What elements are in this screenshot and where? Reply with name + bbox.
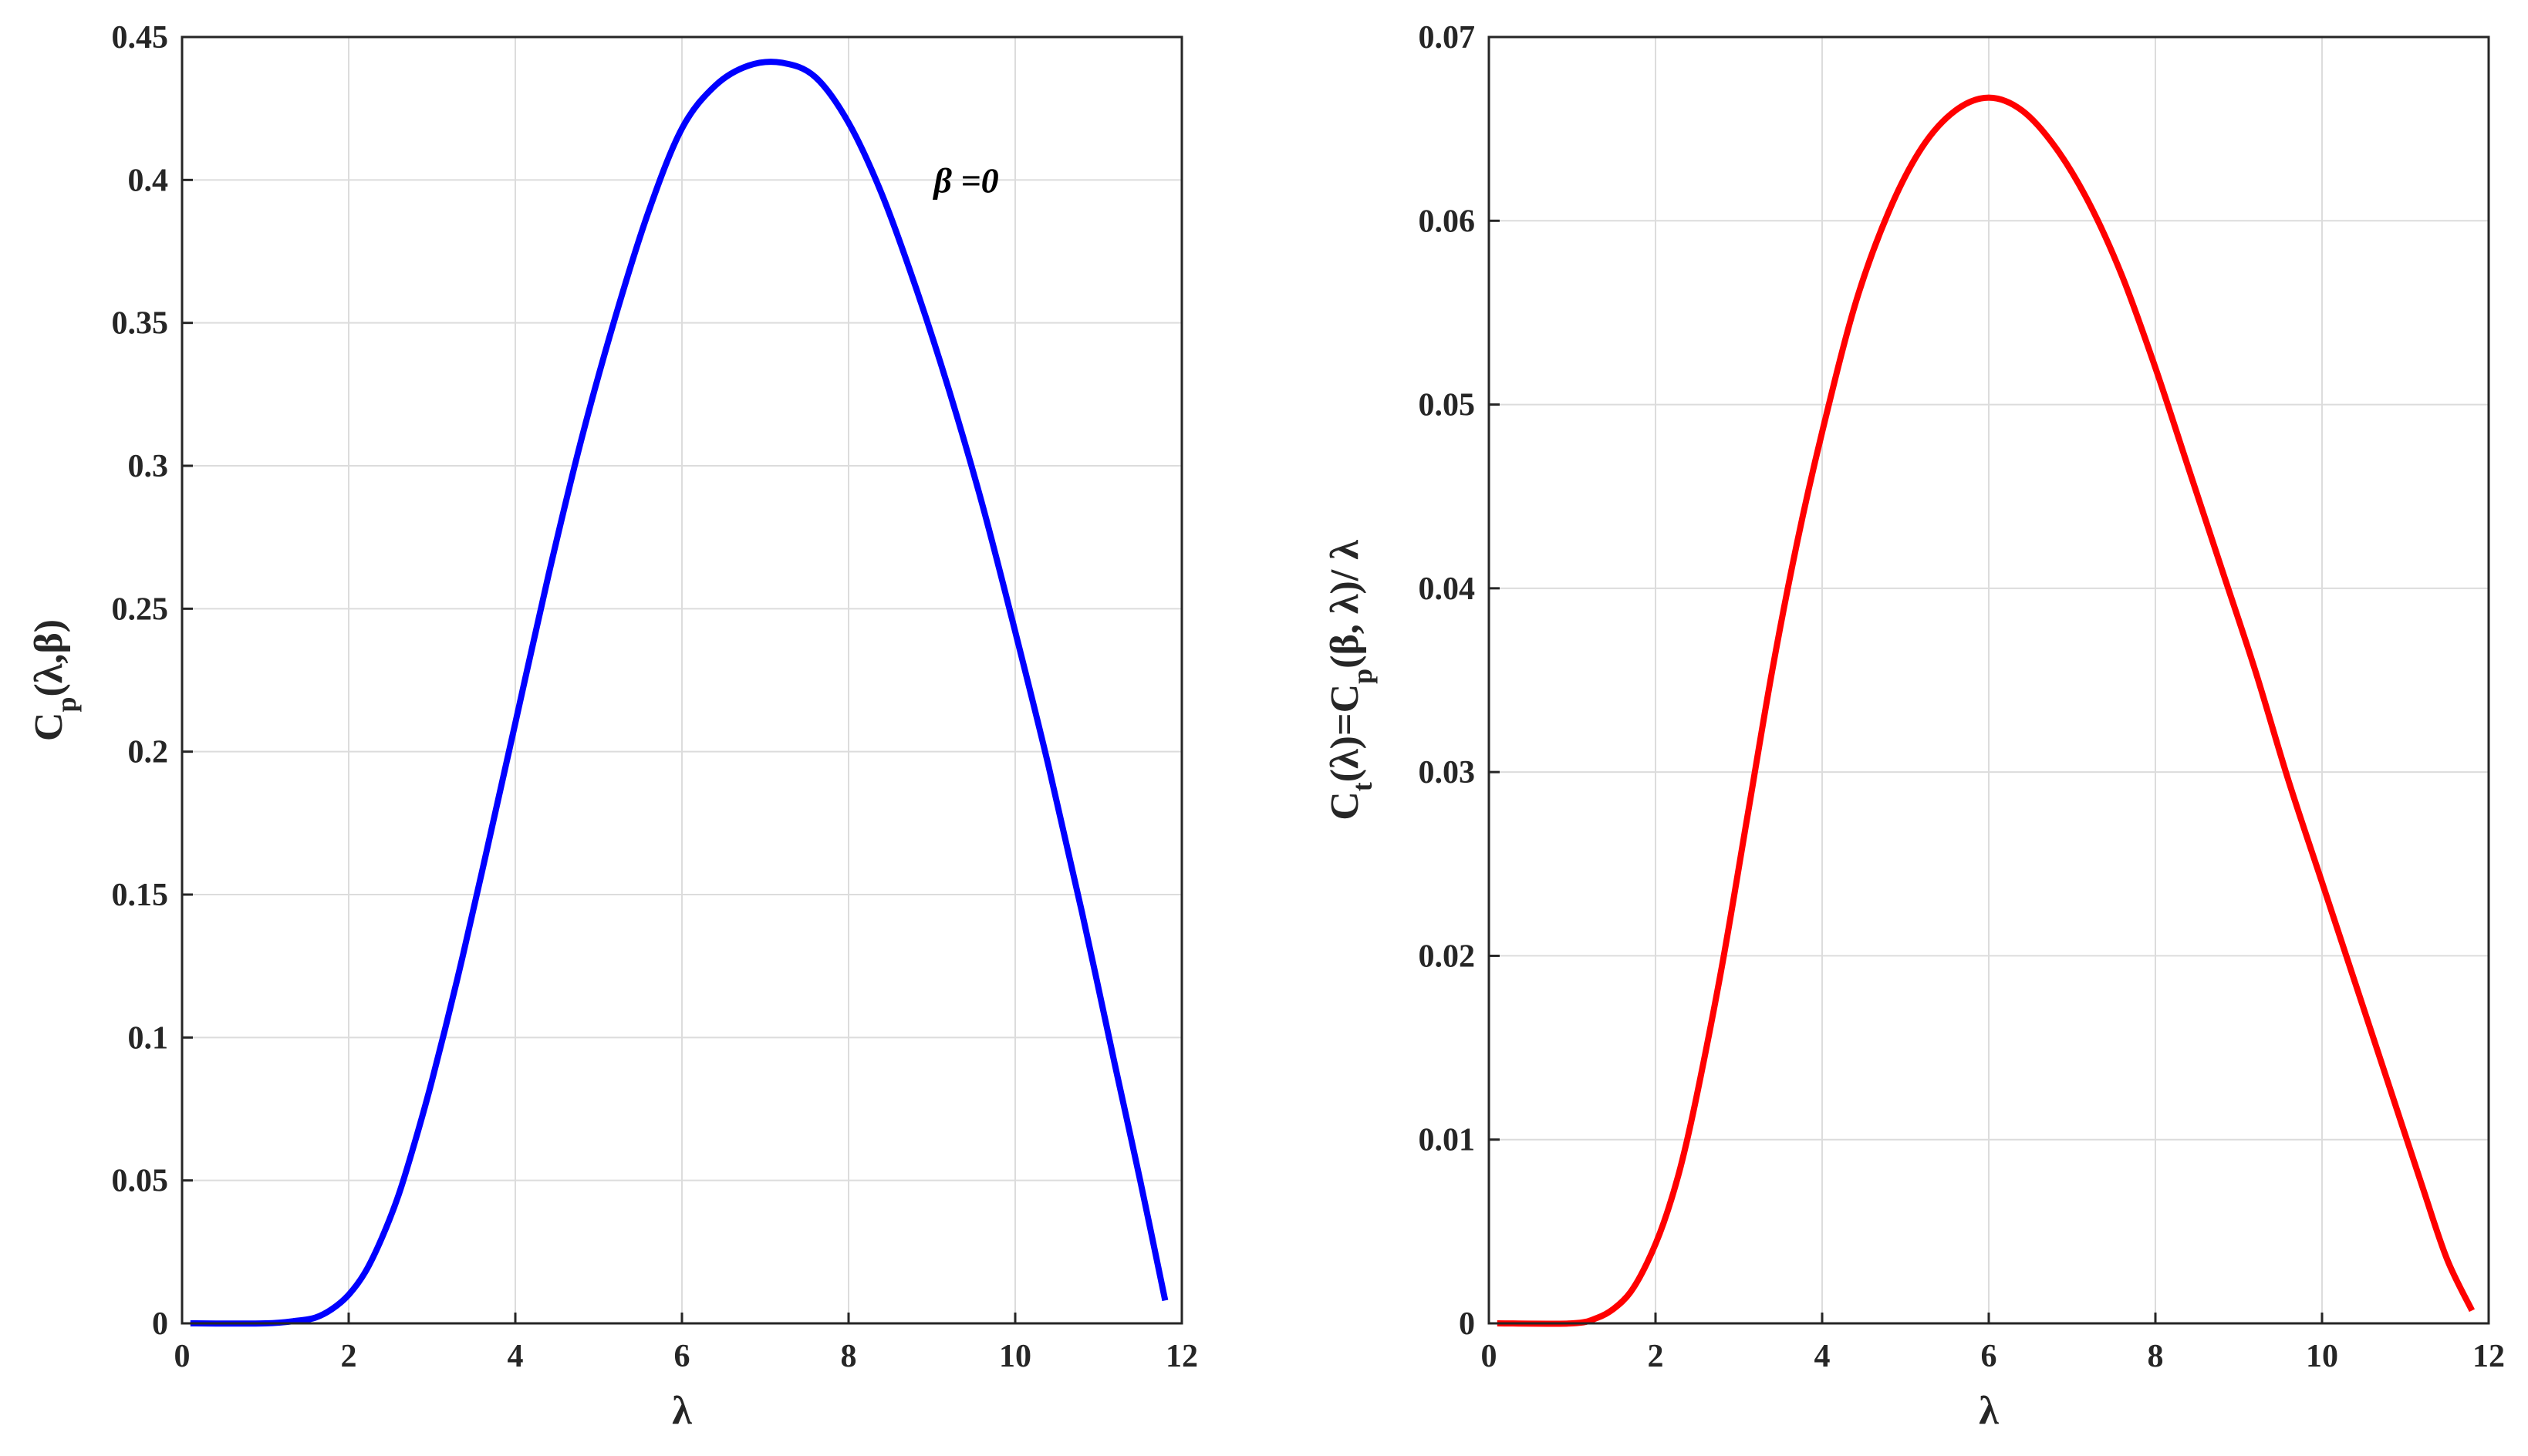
left-y-tick-label: 0.45 — [112, 20, 169, 56]
right-y-tick-label: 0.06 — [1419, 204, 1476, 239]
right-y-label-subscript-1: t — [1347, 782, 1378, 791]
left-y-tick-label: 0.2 — [128, 735, 169, 770]
right-y-tick-label: 0.03 — [1419, 755, 1476, 790]
right-y-label-part-1: C — [1323, 791, 1367, 821]
left-y-tick-label: 0.4 — [128, 163, 169, 198]
left-y-label-subscript: p — [51, 696, 82, 712]
right-series-layer — [1497, 94, 2475, 1327]
right-y-tick-labels: 0 0.01 0.02 0.03 0.04 0.05 0.06 0.07 — [1419, 20, 1500, 1342]
right-x-tick-label: 6 — [1981, 1339, 1997, 1374]
right-series-line — [1497, 94, 2475, 1327]
left-x-tick-label: 6 — [674, 1339, 690, 1374]
left-y-axis-label: Cp(λ,β) — [27, 619, 82, 741]
left-x-tick-label: 8 — [841, 1339, 857, 1374]
right-y-tick-label: 0.02 — [1419, 939, 1476, 974]
right-grid — [1488, 36, 2489, 1324]
right-y-label-part-2: (λ)=C — [1323, 684, 1367, 782]
left-y-label-part-2: (λ,β) — [27, 619, 71, 697]
right-x-tick-label: 8 — [2148, 1339, 2164, 1374]
right-x-axis-label: λ — [1979, 1389, 1999, 1433]
right-y-label-subscript-2: p — [1347, 669, 1378, 684]
left-y-tick-label: 0.05 — [112, 1164, 169, 1199]
left-y-tick-label: 0.25 — [112, 592, 169, 627]
right-y-tick-label: 0.01 — [1419, 1123, 1476, 1158]
left-x-tick-label: 0 — [174, 1339, 191, 1374]
left-y-tick-label: 0.35 — [112, 306, 169, 342]
left-chart: 0 2 4 6 8 10 12 00.050.10.150.20.250.30.350.40… — [27, 20, 1198, 1433]
right-x-tick-label: 10 — [2306, 1339, 2338, 1374]
right-x-tick-label: 4 — [1814, 1339, 1831, 1374]
right-y-tick-label: 0.04 — [1419, 571, 1476, 607]
right-y-tick-label: 0 — [1459, 1306, 1475, 1342]
right-y-tick-label: 0.05 — [1419, 388, 1476, 423]
left-x-tick-labels: 0 2 4 6 8 10 12 — [174, 1313, 1198, 1374]
right-chart: 0 2 4 6 8 10 12 00.010.020.030.040.050.060.07 … — [1323, 20, 2505, 1433]
left-y-tick-label: 0.15 — [112, 878, 169, 913]
left-grid — [181, 36, 1183, 1324]
left-y-tick-label: 0.3 — [128, 449, 169, 484]
left-y-tick-labels: 0 0.05 0.1 0.15 0.2 0.25 0.3 0.35 0.4 0.45 — [112, 20, 193, 1342]
left-x-tick-label: 10 — [999, 1339, 1031, 1374]
left-y-tick-label: 0.1 — [128, 1020, 169, 1056]
right-y-tick-label: 0.07 — [1419, 20, 1476, 56]
right-y-label-part-3: (β, λ)/ λ — [1323, 540, 1367, 669]
right-y-axis-label: Ct(λ)=Cp(β, λ)/ λ — [1323, 540, 1378, 821]
left-y-label-part-1: C — [27, 713, 71, 742]
left-x-tick-label: 12 — [1166, 1339, 1198, 1374]
left-x-axis-label: λ — [672, 1389, 692, 1433]
right-x-tick-label: 2 — [1648, 1339, 1664, 1374]
right-x-tick-label: 12 — [2472, 1339, 2505, 1374]
beta-annotation: β =0 — [932, 160, 998, 200]
left-x-tick-label: 2 — [341, 1339, 357, 1374]
left-x-tick-label: 4 — [508, 1339, 524, 1374]
left-series-layer — [190, 59, 1169, 1327]
right-x-tick-label: 0 — [1481, 1339, 1497, 1374]
left-series-line — [190, 59, 1169, 1327]
right-x-tick-labels: 0 2 4 6 8 10 12 — [1481, 1313, 2505, 1374]
left-y-tick-label: 0 — [152, 1306, 168, 1342]
